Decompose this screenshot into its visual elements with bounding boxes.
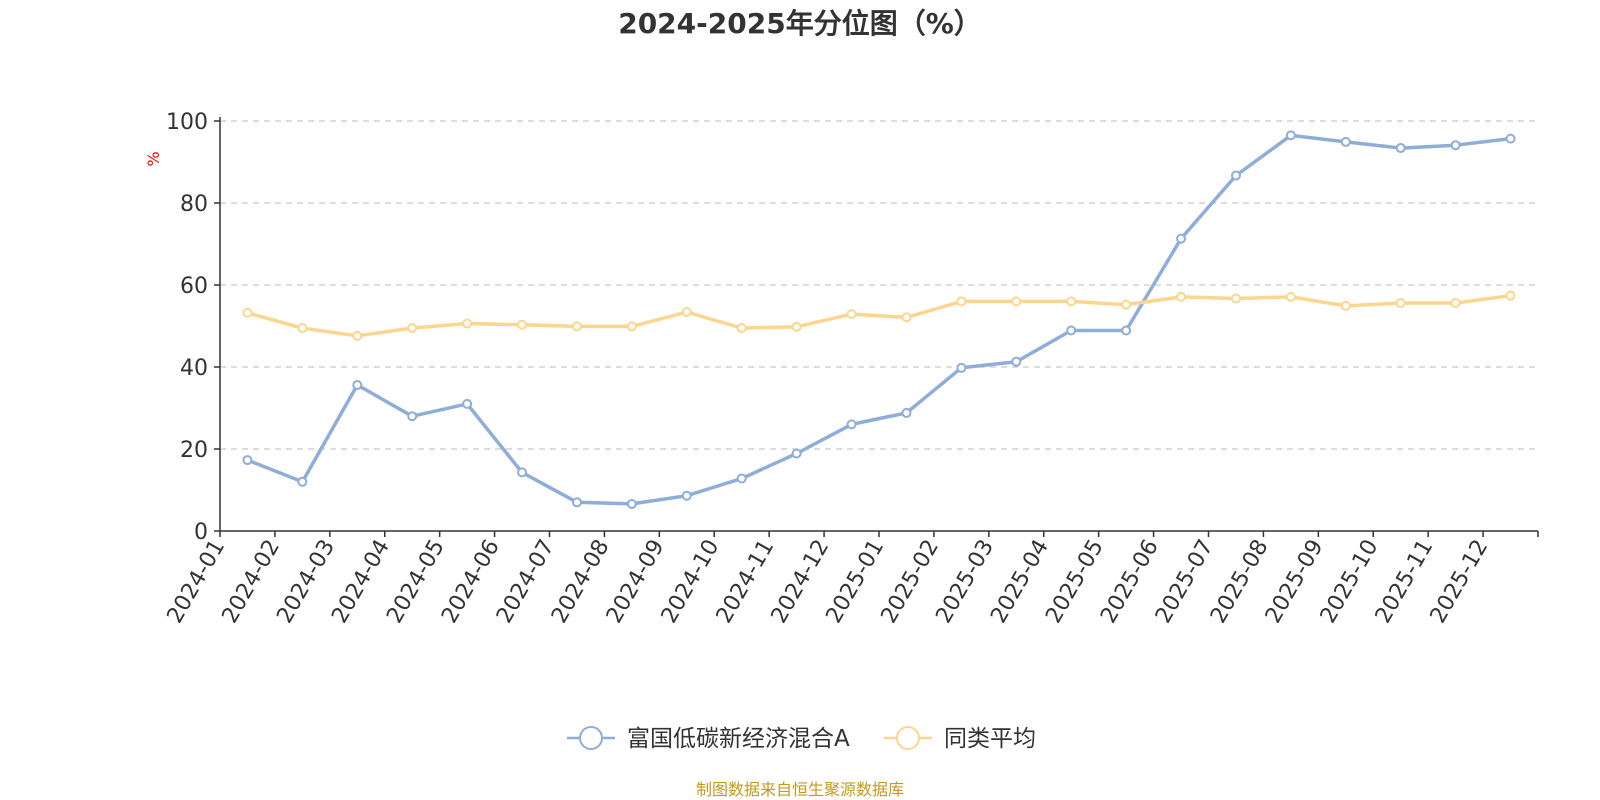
data-point: [571, 321, 582, 332]
data-point: [626, 321, 637, 332]
series-line: [246, 133, 1511, 506]
data-point: [1011, 296, 1022, 307]
data-point: [407, 323, 418, 334]
data-point: [297, 476, 308, 487]
series-1: [242, 290, 1516, 341]
legend: 富国低碳新经济混合A 同类平均: [567, 726, 1036, 752]
data-point: [1340, 300, 1351, 311]
data-point: [791, 448, 802, 459]
data-point: [571, 497, 582, 508]
y-tick-label: 100: [166, 110, 208, 135]
data-point: [681, 490, 692, 501]
data-point: [242, 307, 253, 318]
data-point: [956, 362, 967, 373]
data-point: [1505, 133, 1516, 144]
grid-lines: [220, 120, 1538, 450]
data-point: [1066, 296, 1077, 307]
legend-marker: [896, 726, 920, 750]
data-point: [517, 319, 528, 330]
legend-item-0: 富国低碳新经济混合A: [567, 726, 850, 752]
data-point: [1395, 298, 1406, 309]
series-line: [247, 293, 1511, 338]
y-tick-label: 80: [180, 192, 208, 217]
data-point: [1285, 130, 1296, 141]
data-point: [846, 419, 857, 430]
data-point: [352, 330, 363, 341]
data-point: [681, 307, 692, 318]
data-point: [1450, 140, 1461, 151]
data-point: [1450, 298, 1461, 309]
data-point: [1121, 299, 1132, 310]
y-tick-label: 20: [180, 438, 208, 463]
series: [242, 130, 1516, 509]
data-point: [1230, 170, 1241, 181]
data-point: [242, 455, 253, 466]
data-point: [901, 407, 912, 418]
y-tick-label: 60: [180, 274, 208, 299]
y-tick-label: 40: [180, 356, 208, 381]
data-point: [1395, 143, 1406, 154]
data-point: [1176, 291, 1187, 302]
y-axis-unit-label: %: [144, 151, 163, 166]
data-point: [407, 411, 418, 422]
data-point: [517, 467, 528, 478]
data-point: [846, 309, 857, 320]
series-0: [242, 130, 1516, 509]
data-point: [791, 321, 802, 332]
legend-label: 富国低碳新经济混合A: [627, 726, 850, 752]
axes: 0204060801002024-012024-022024-032024-04…: [163, 110, 1539, 628]
data-point: [901, 312, 912, 323]
data-point: [956, 296, 967, 307]
data-point: [1230, 293, 1241, 304]
source-note: 制图数据来自恒生聚源数据库: [695, 780, 904, 799]
data-point: [462, 398, 473, 409]
data-point: [736, 473, 747, 484]
data-point: [1176, 233, 1187, 244]
data-point: [1340, 136, 1351, 147]
chart-title: 2024-2025年分位图（%）: [618, 7, 982, 40]
legend-item-1: 同类平均: [884, 726, 1036, 752]
y-tick-label: 0: [194, 520, 208, 545]
data-point: [1066, 325, 1077, 336]
data-point: [1505, 290, 1516, 301]
data-point: [462, 318, 473, 329]
data-point: [1285, 291, 1296, 302]
data-point: [297, 323, 308, 334]
data-point: [626, 498, 637, 509]
data-point: [352, 380, 363, 391]
data-point: [1121, 325, 1132, 336]
data-point: [736, 323, 747, 334]
legend-marker: [579, 726, 603, 750]
data-point: [1011, 356, 1022, 367]
legend-label: 同类平均: [944, 726, 1036, 752]
